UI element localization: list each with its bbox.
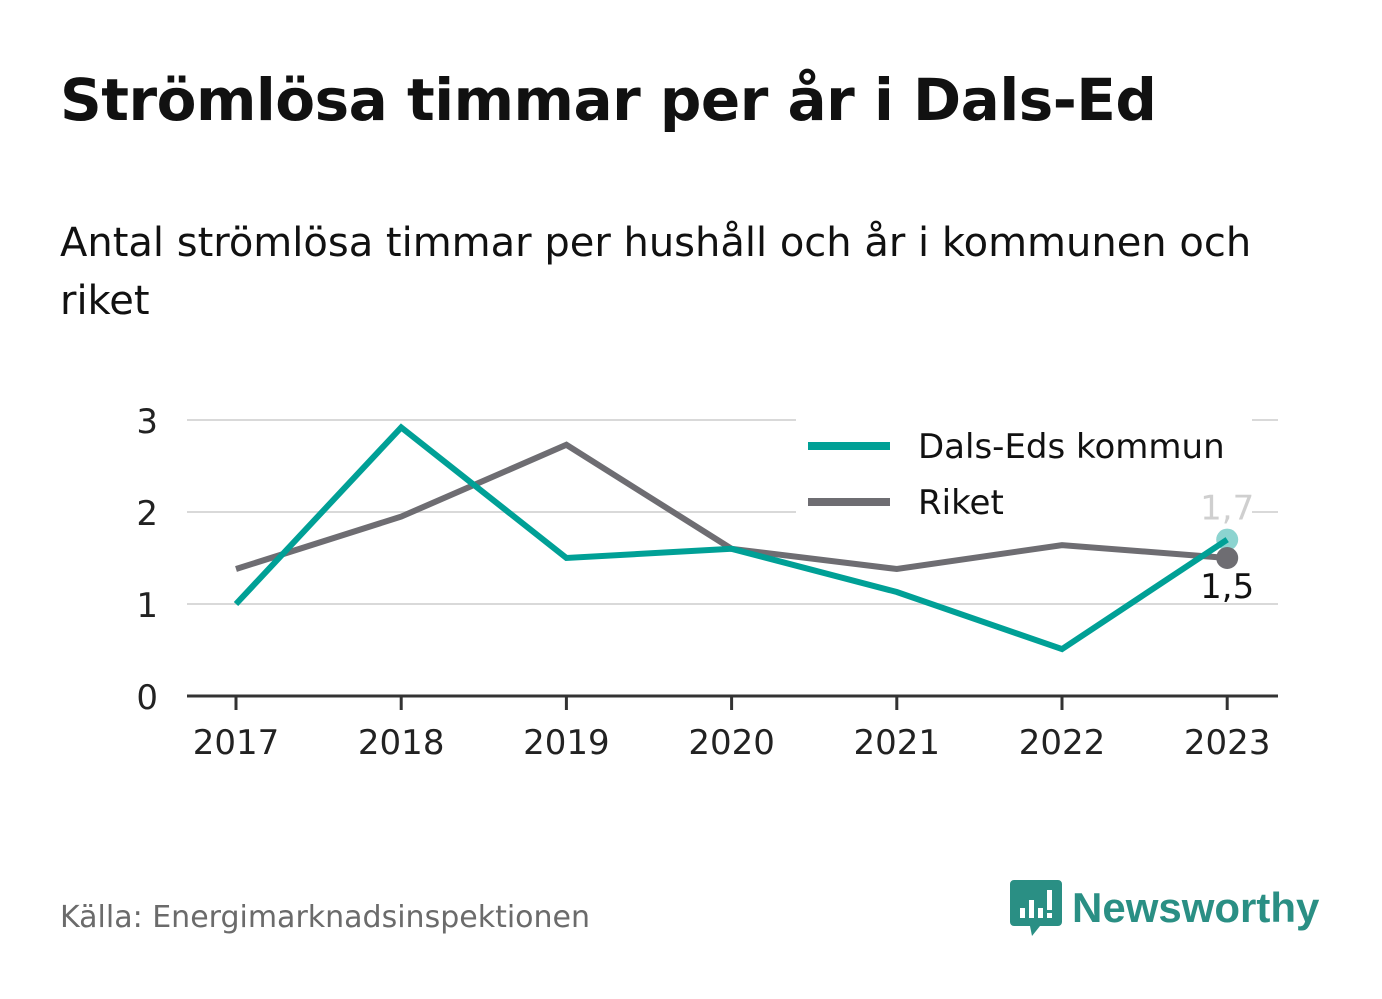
x-tick-label: 2017 xyxy=(193,723,280,763)
axes: 0 1 2 3 2017 2018 2019 2020 2021 2022 2023 xyxy=(136,402,1278,763)
y-tick-label: 2 xyxy=(136,494,158,534)
newsworthy-logo-icon xyxy=(1010,880,1062,936)
end-point xyxy=(1216,547,1239,569)
series-line xyxy=(233,423,1229,653)
y-tick-label: 3 xyxy=(136,402,158,442)
chart-title: Strömlösa timmar per år i Dals-Ed xyxy=(60,66,1157,134)
x-tick-label: 2020 xyxy=(688,723,775,763)
end-value-label: 1,7 xyxy=(1200,489,1254,529)
chart-subtitle: Antal strömlösa timmar per hushåll och å… xyxy=(60,220,1252,324)
brand-name: Newsworthy xyxy=(1072,884,1320,931)
x-tick-label: 2019 xyxy=(523,723,610,763)
series-lines xyxy=(233,423,1229,653)
end-point xyxy=(1216,528,1239,551)
legend-label: Riket xyxy=(918,483,1004,523)
end-labels: 1,7 1,5 xyxy=(1200,489,1254,607)
brand-logo: Newsworthy xyxy=(1010,878,1319,938)
x-tick-label: 2018 xyxy=(358,723,445,763)
x-tick-label: 2023 xyxy=(1184,723,1271,763)
x-tick-label: 2021 xyxy=(854,723,941,763)
source-note: Källa: Energimarknadsinspektionen xyxy=(60,900,591,935)
end-value-label: 1,5 xyxy=(1200,567,1254,607)
legend: Dals-Eds kommun Riket xyxy=(796,418,1252,523)
y-tick-label: 0 xyxy=(136,678,158,718)
x-tick-label: 2022 xyxy=(1019,723,1106,763)
y-tick-label: 1 xyxy=(136,586,158,626)
legend-label: Dals-Eds kommun xyxy=(918,427,1225,467)
